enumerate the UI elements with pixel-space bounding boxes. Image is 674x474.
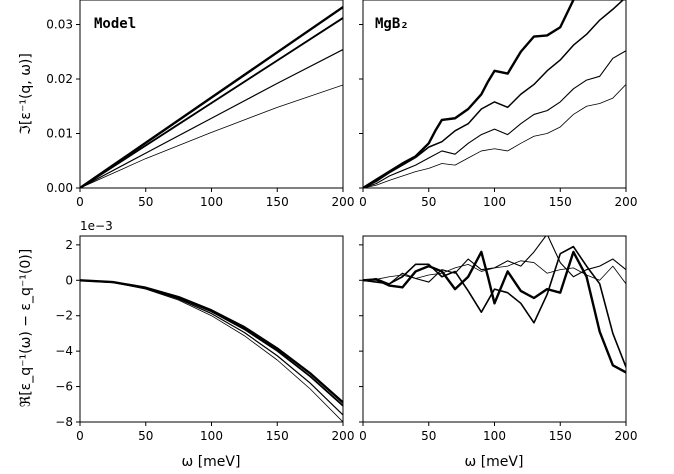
x-tick-label: 150	[266, 195, 289, 209]
panel-title-model: Model	[94, 16, 136, 32]
y-tick-label: 0.02	[46, 72, 73, 86]
series-line-1	[80, 17, 343, 188]
series-line-3	[363, 260, 626, 285]
x-axis-label-left: ω [meV]	[182, 454, 241, 470]
x-tick-label: 50	[138, 195, 153, 209]
y-tick-label: 0.03	[46, 18, 73, 32]
x-tick-label: 100	[200, 195, 223, 209]
x-tick-label: 200	[332, 195, 355, 209]
x-tick-label: 150	[549, 429, 572, 443]
series-line-3	[363, 84, 626, 188]
x-tick-label: 0	[359, 195, 367, 209]
x-tick-label: 100	[200, 429, 223, 443]
series-line-1	[80, 279, 343, 407]
series-line-0	[363, 0, 575, 188]
series-line-2	[80, 48, 343, 188]
x-tick-label: 100	[483, 195, 506, 209]
x-tick-label: 150	[266, 429, 289, 443]
y-axis-label-bottom: ℜ[ε_q⁻¹(ω) − ε_q⁻¹(0)]	[18, 249, 34, 407]
x-tick-label: 150	[549, 195, 572, 209]
x-axis-label-right: ω [meV]	[465, 454, 524, 470]
x-tick-label: 200	[615, 429, 638, 443]
y-tick-label: −2	[55, 309, 73, 323]
panel-mgb2-imag: 0 50 100 150 200	[359, 0, 637, 209]
x-tick-label: 50	[421, 429, 436, 443]
x-tick-label: 100	[483, 429, 506, 443]
series-line-2	[363, 50, 626, 188]
x-tick-label: 200	[332, 429, 355, 443]
y-axis-label-top: ℑ[ε⁻¹(q, ω)]	[18, 53, 34, 135]
y-tick-label: 0	[65, 273, 73, 287]
x-tick-label: 0	[76, 195, 84, 209]
series-line-1	[363, 245, 626, 368]
y-tick-label: 0.00	[46, 181, 73, 195]
y-tick-label: 2	[65, 238, 73, 252]
plot-frame	[79, 235, 344, 423]
series-group	[80, 5, 343, 188]
series-line-0	[363, 250, 626, 374]
series-line-1	[363, 0, 625, 188]
series-line-3	[80, 84, 343, 188]
series-group	[363, 236, 626, 374]
x-tick-label: 0	[359, 429, 367, 443]
y-tick-label: −4	[55, 344, 73, 358]
x-tick-label: 50	[138, 429, 153, 443]
series-line-0	[80, 5, 343, 188]
y-offset-label: 1e−3	[80, 219, 113, 233]
panel-mgb2-real: 0 50 100 150 200	[359, 235, 638, 443]
series-line-0	[80, 279, 343, 404]
plot-frame	[362, 235, 627, 423]
series-group	[363, 0, 626, 188]
series-line-2	[80, 279, 343, 416]
y-tick-label: −6	[55, 380, 73, 394]
x-tick-label: 200	[615, 195, 638, 209]
panel-model-real: 0 50 100 150 200 −8 −6 −4 −2 0 2	[55, 235, 355, 443]
x-tick-label: 50	[421, 195, 436, 209]
x-tick-label: 0	[76, 429, 84, 443]
panel-model-imag: 0 50 100 150 200 0.00 0.01 0.02 0.03	[46, 0, 354, 209]
series-line-3	[80, 279, 343, 422]
panel-title-mgb2: MgB₂	[375, 16, 409, 32]
series-group	[80, 279, 343, 422]
y-tick-label: 0.01	[46, 127, 73, 141]
y-tick-label: −8	[55, 415, 73, 429]
